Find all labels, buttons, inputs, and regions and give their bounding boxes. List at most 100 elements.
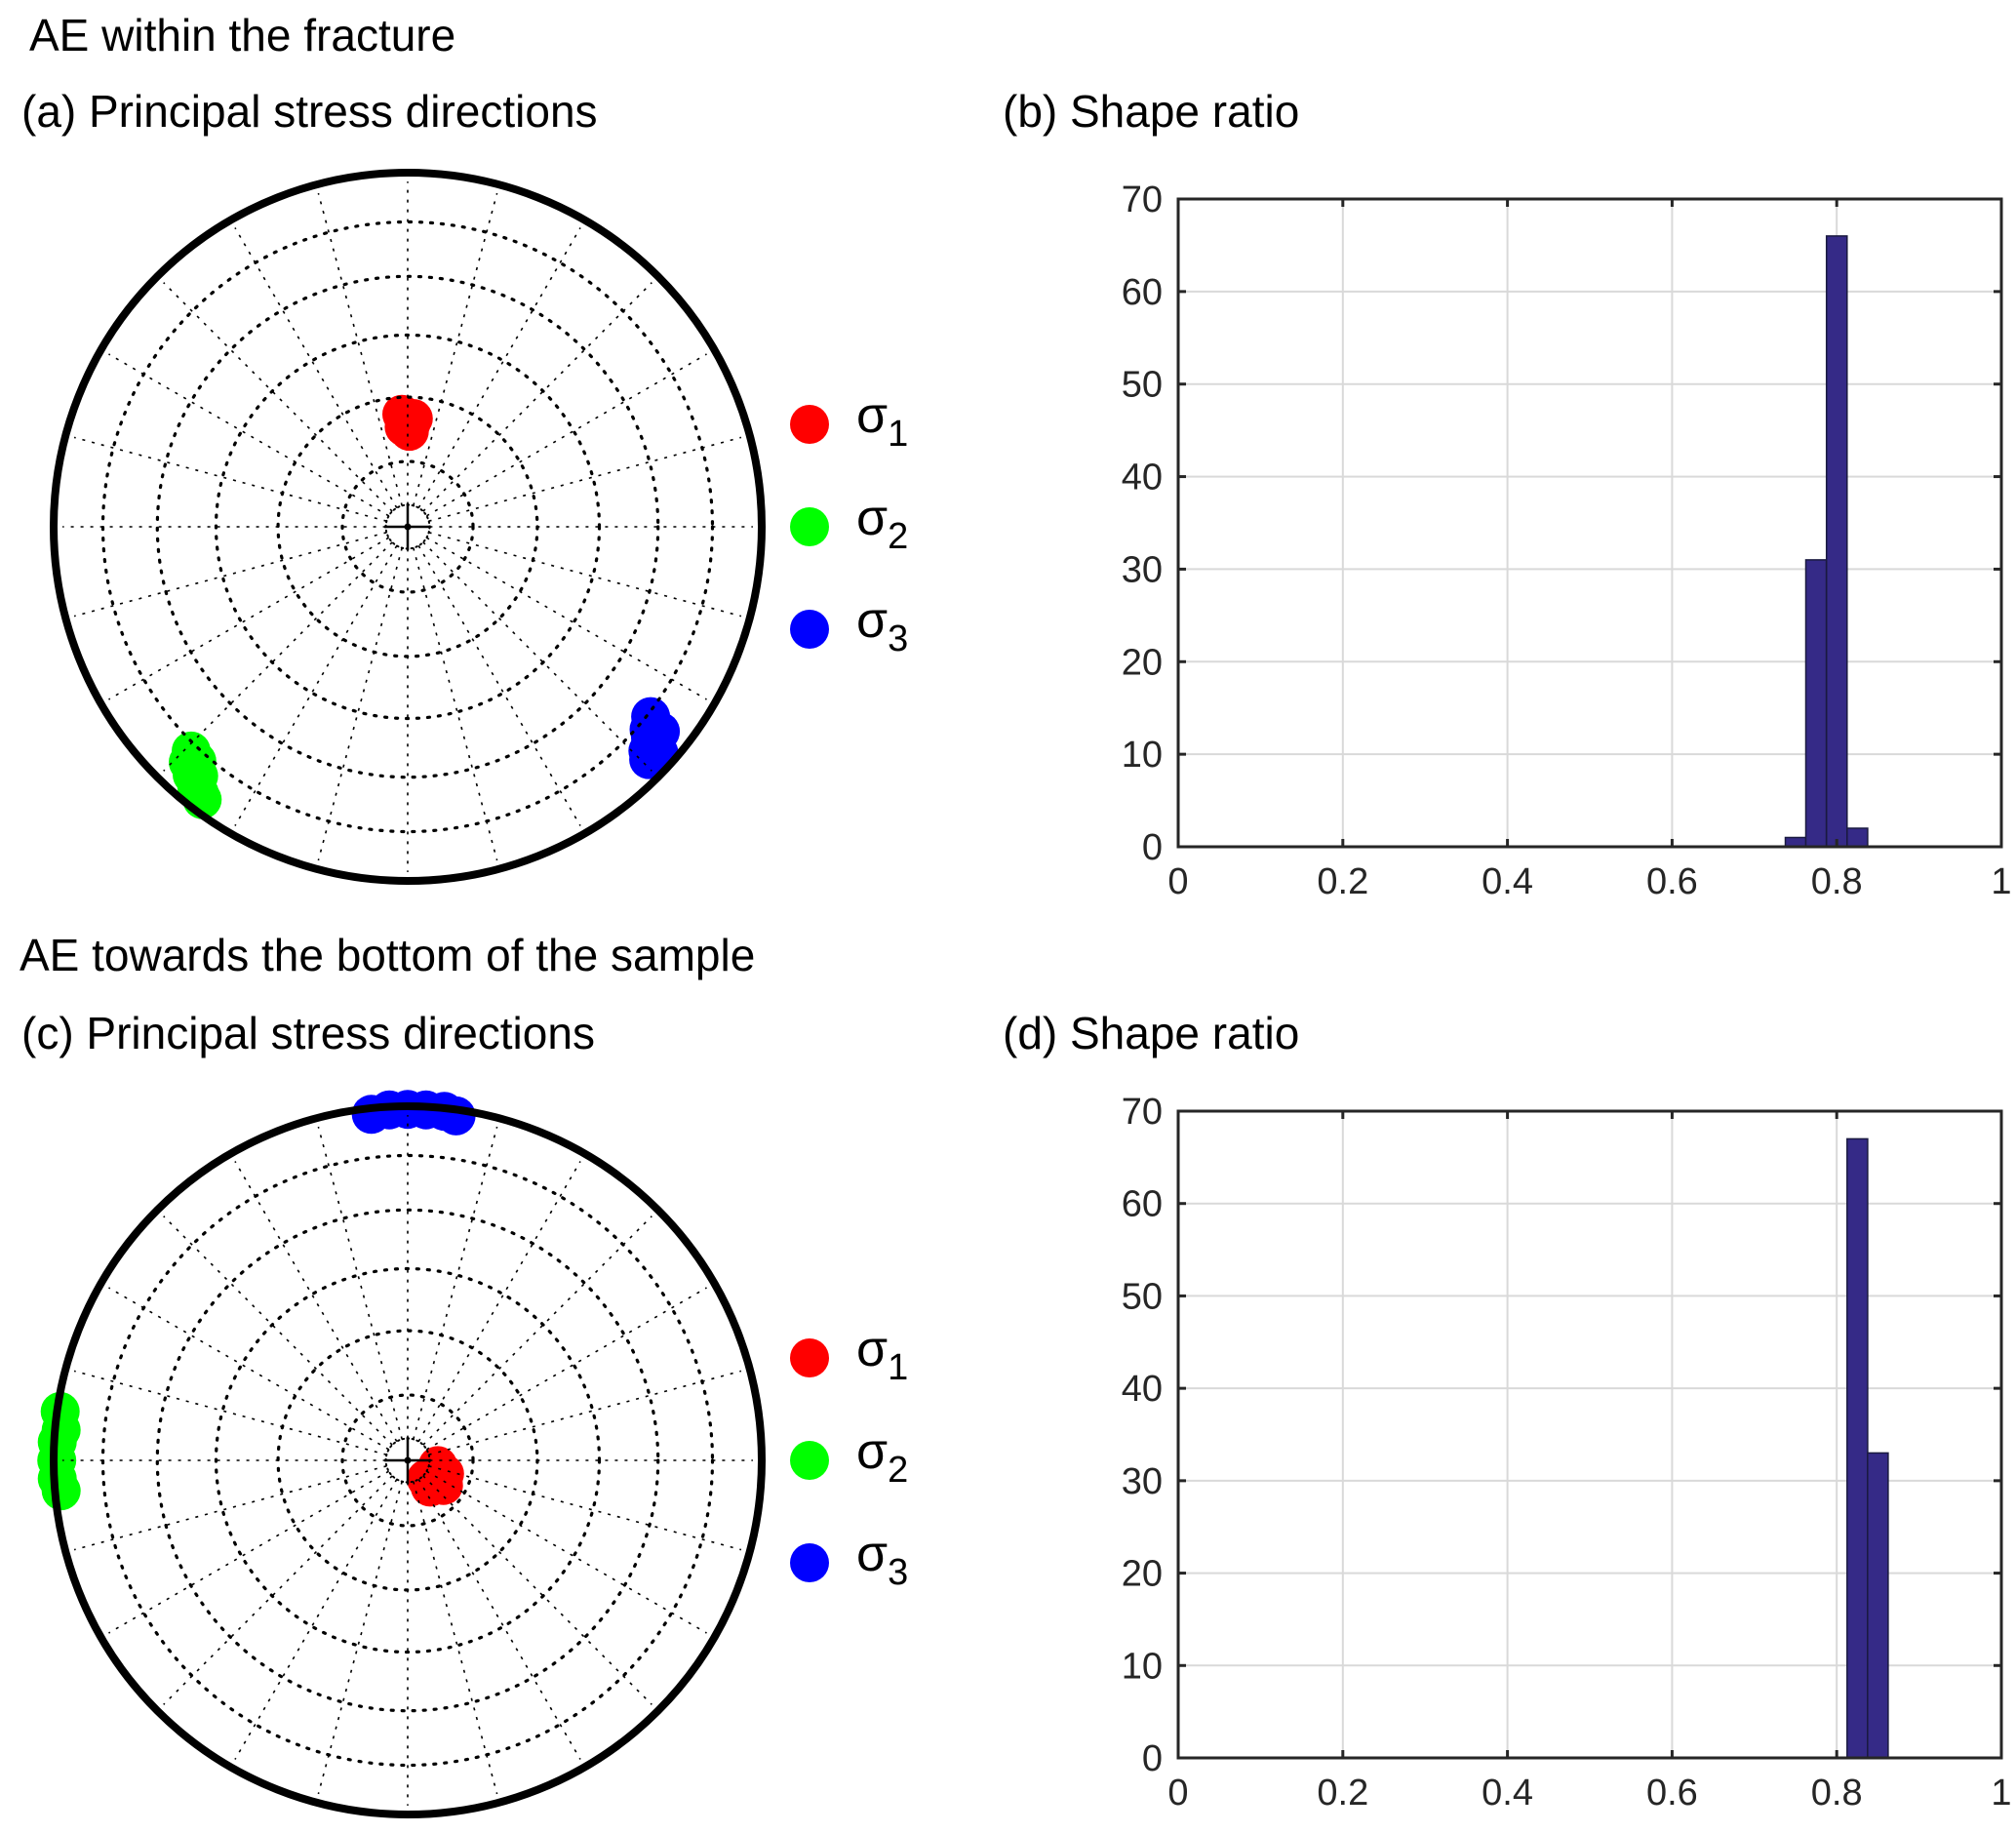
stereonet-a-radial-line [163,541,393,772]
stereonet-a-radial-line [422,282,652,512]
panel-title-c: (c) Principal stress directions [21,1008,595,1058]
stereonet-a-radial-line [413,192,498,506]
stereonet-c-points [37,1090,476,1511]
stereonet-c-radial-line [428,1370,742,1455]
legend-c-entry-sigma1: σ1 [790,1321,908,1388]
stereonet-a-radial-line [422,541,652,772]
histogram-b-ytick-label: 10 [1122,735,1163,776]
stereonet-c-radial-line [417,1478,581,1760]
stereonet-c-radial-line [234,1161,398,1443]
legend-c-marker-sigma3 [790,1543,829,1582]
stereonet-c-dip-ring [155,1208,660,1713]
histogram-d-bar [1846,1137,1869,1759]
stereonet-a-radial-line [413,547,498,861]
legend-a-marker-sigma3 [790,610,829,649]
stereonet-a-radial-line [234,544,398,826]
stereonet-a-radial-line [428,532,742,618]
histogram-b-axes [1176,197,2003,849]
histogram-d: 0 0.2 0.4 0.6 0.8 1 0 10 20 30 40 50 60 70 [1122,1092,2012,1814]
stereonet-a-radial-line [108,537,390,700]
histogram-d-ytick-label: 50 [1122,1276,1163,1317]
legend-a-entry-sigma2: σ2 [790,490,908,557]
stereonet-a-grid [62,181,753,872]
histogram-b-ytick-label: 20 [1122,642,1163,683]
stereonet-a-radial-line [425,537,707,700]
histogram-d-bar [1867,1452,1889,1759]
stereonet-c-radial-line [413,1481,498,1795]
histogram-d-xtick-label: 0 [1167,1773,1188,1814]
legend-c-label-sigma1: σ1 [856,1321,908,1388]
stereonet-a-center-cross [384,503,431,550]
histogram-d-xtick-label: 0.6 [1646,1773,1698,1814]
stereonet-a-radial-line [417,227,581,509]
stereonet-a-points [169,394,681,819]
histogram-b-xtick-labels: 0 0.2 0.4 0.6 0.8 1 [1167,861,2011,902]
stereonet-a-radial-line [234,227,398,509]
stereonet-c-radial-line [413,1126,498,1440]
histogram-d-xtick-label: 1 [1991,1773,2011,1814]
stereonet-a-dip-ring [155,274,660,779]
stereonet-c-point-sigma1 [417,1446,457,1486]
histogram-b-bar [1804,559,1828,848]
histogram-d-axes [1176,1109,2003,1760]
histogram-b-xtick-label: 1 [1991,861,2011,902]
stereonet-a-point-sigma1 [393,399,433,438]
section-title-fracture: AE within the fracture [29,10,455,60]
legend-a-label-sigma1: σ1 [856,387,908,455]
histogram-b-bars [1784,235,1869,848]
histogram-d-ytick-label: 60 [1122,1184,1163,1225]
stereonet-c-point-sigma2 [41,1471,81,1511]
legend-c-label-sigma3: σ3 [856,1526,908,1593]
histogram-b-xtick-label: 0.4 [1482,861,1533,902]
histogram-b-ytick-label: 70 [1122,179,1163,220]
stereonet-c-radial-line [317,1126,403,1440]
histogram-b-bar [1846,827,1869,848]
center-dot [404,1456,412,1464]
histogram-d-ytick-labels: 0 10 20 30 40 50 60 70 [1122,1092,1163,1779]
histogram-b: 0 0.2 0.4 0.6 0.8 1 0 10 20 30 40 50 60 70 [1122,179,2012,902]
legend-a-label-sigma2: σ2 [856,490,908,557]
stereonet-c-radial-line [108,1470,390,1634]
histogram-d-xtick-labels: 0 0.2 0.4 0.6 0.8 1 [1167,1773,2011,1814]
stereonet-a [50,169,766,885]
stereonet-c-radial-line [417,1161,581,1443]
panel-title-d: (d) Shape ratio [1003,1008,1299,1058]
stereonet-c-radial-line [422,1475,652,1705]
histogram-b-grid [1178,199,2001,847]
stereonet-a-radial-line [317,547,403,861]
histogram-b-ytick-label: 60 [1122,272,1163,313]
stereonet-c-radial-line [108,1287,390,1451]
histogram-d-ytick-label: 40 [1122,1369,1163,1410]
legend-c-entry-sigma3: σ3 [790,1526,908,1593]
stereonet-c-radial-line [425,1287,707,1451]
stereonet-c-primitive-circle [50,1102,766,1818]
stereonet-c-radial-line [317,1481,403,1795]
legend-c-label-sigma2: σ2 [856,1423,908,1491]
section-title-bottom: AE towards the bottom of the sample [20,930,755,980]
histogram-d-xtick-label: 0.8 [1811,1773,1863,1814]
histogram-b-xtick-label: 0.2 [1317,861,1368,902]
stereonet-c-radial-line [422,1216,652,1446]
stereonet-a-radial-line [428,436,742,522]
legend-c-marker-sigma2 [790,1441,829,1480]
stereonet-a-radial-line [417,544,581,826]
legend-c: σ1 σ2 σ3 [790,1321,908,1593]
legend-a: σ1 σ2 σ3 [790,387,908,659]
histogram-b-ytick-label: 50 [1122,365,1163,406]
legend-a-marker-sigma2 [790,507,829,546]
histogram-d-ytick-label: 70 [1122,1092,1163,1133]
stereonet-a-dip-ring [340,459,475,594]
panel-title-a: (a) Principal stress directions [21,86,598,137]
histogram-d-ytick-label: 20 [1122,1554,1163,1595]
histogram-b-ytick-labels: 0 10 20 30 40 50 60 70 [1122,179,1163,868]
histogram-d-bars [1846,1137,1889,1759]
legend-a-entry-sigma3: σ3 [790,592,908,659]
center-dot [404,523,412,531]
legend-c-entry-sigma2: σ2 [790,1423,908,1491]
legend-a-entry-sigma1: σ1 [790,387,908,455]
histogram-b-xtick-label: 0.6 [1646,861,1698,902]
histogram-b-ytick-label: 30 [1122,549,1163,590]
histogram-d-xtick-label: 0.2 [1317,1773,1368,1814]
stereonet-c-radial-line [163,1216,393,1446]
